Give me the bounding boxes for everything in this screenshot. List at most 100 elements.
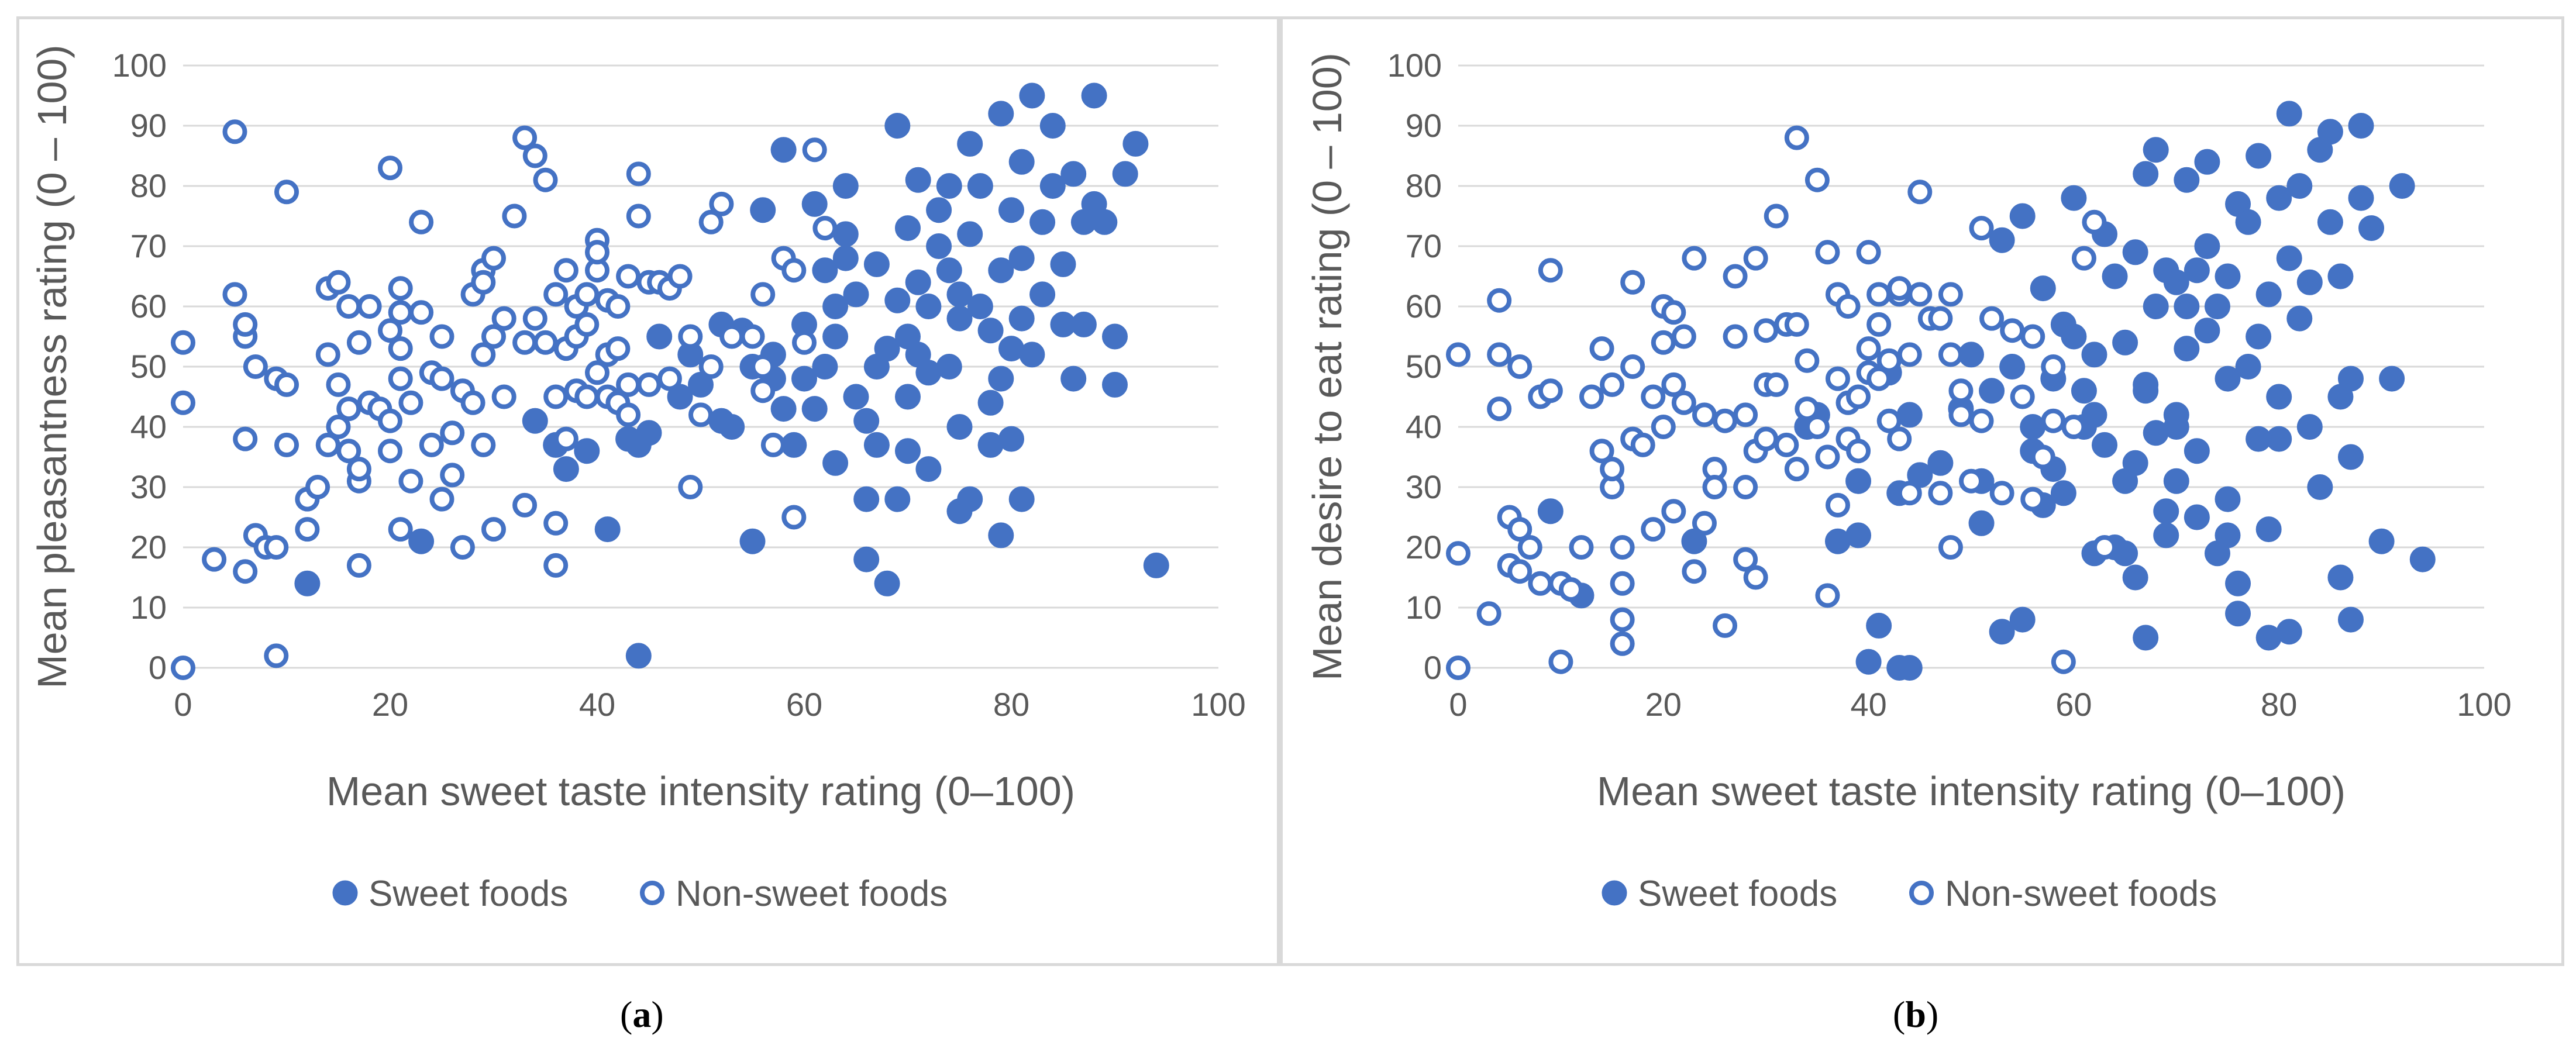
data-point-non-sweet [429, 324, 454, 349]
data-point-non-sweet [1846, 384, 1871, 409]
data-point-non-sweet [1651, 415, 1676, 439]
data-point-non-sweet [1876, 408, 1902, 433]
data-point-sweet [2225, 570, 2251, 596]
data-point-sweet [832, 173, 859, 199]
data-point-non-sweet [346, 457, 371, 482]
data-point-non-sweet [171, 390, 195, 415]
data-point-non-sweet [512, 125, 538, 150]
data-point-non-sweet [512, 492, 538, 518]
data-point-sweet [2215, 486, 2241, 512]
data-point-non-sweet [616, 264, 641, 289]
data-point-sweet [2327, 263, 2354, 289]
data-point-non-sweet [1702, 475, 1727, 499]
data-point-non-sweet [1558, 577, 1583, 602]
data-point-non-sweet [812, 216, 838, 241]
y-tick-label: 80 [1406, 167, 1442, 204]
data-point-sweet [822, 323, 849, 350]
data-point-sweet [2215, 365, 2241, 392]
data-point-non-sweet [1928, 481, 1953, 506]
data-point-non-sweet [1507, 354, 1532, 379]
data-point-non-sweet [1804, 167, 1830, 192]
data-point-non-sweet [274, 432, 299, 457]
data-point-sweet [1537, 498, 1563, 525]
data-point-non-sweet [409, 209, 434, 234]
data-point-non-sweet [2041, 408, 2066, 433]
data-point-sweet [2215, 522, 2241, 549]
data-point-sweet [719, 414, 745, 440]
data-point-sweet [2276, 619, 2302, 645]
data-point-non-sweet [1446, 342, 1470, 367]
data-point-non-sweet [1897, 342, 1922, 367]
data-point-non-sweet [2000, 318, 2025, 343]
legend-marker-non-sweet-b [1909, 881, 1934, 905]
data-point-non-sweet [750, 282, 776, 307]
data-point-sweet [863, 432, 890, 458]
data-point-non-sweet [1610, 607, 1635, 632]
x-tick-label: 60 [2055, 686, 2092, 723]
data-point-sweet [967, 173, 993, 199]
data-point-sweet [853, 408, 880, 434]
data-point-sweet [988, 257, 1014, 284]
data-point-sweet [2194, 318, 2220, 344]
data-point-non-sweet [1938, 282, 1963, 307]
data-point-non-sweet [264, 643, 289, 668]
data-point-non-sweet [1876, 348, 1902, 373]
x-tick-labels-b: 0 20 40 60 80 100 [1449, 686, 2511, 723]
data-point-sweet [2235, 209, 2261, 235]
data-point-sweet [957, 221, 983, 247]
y-tick-label: 0 [149, 649, 167, 686]
data-point-sweet [2337, 606, 2364, 633]
data-point-non-sweet [1630, 432, 1655, 457]
data-point-sweet [2122, 450, 2148, 476]
data-point-non-sweet [1795, 396, 1820, 422]
data-point-sweet [822, 294, 849, 319]
data-point-non-sweet [1856, 240, 1881, 265]
data-point-non-sweet [1969, 216, 1994, 241]
data-point-sweet [2255, 516, 2282, 543]
data-point-non-sweet [616, 402, 641, 427]
y-tick-label: 10 [1406, 589, 1442, 626]
data-point-non-sweet [419, 432, 444, 457]
data-point-non-sweet [1959, 468, 1983, 494]
data-point-sweet [1029, 209, 1056, 235]
data-point-non-sweet [698, 209, 724, 234]
data-point-sweet [905, 167, 931, 193]
data-point-sweet [936, 257, 962, 284]
data-point-non-sweet [274, 180, 299, 205]
data-point-non-sweet [388, 366, 413, 391]
y-tick-label: 20 [1406, 529, 1442, 565]
x-tick-label: 100 [1191, 686, 1245, 723]
data-point-non-sweet [326, 415, 351, 439]
x-tick-label: 80 [993, 686, 1029, 723]
data-point-non-sweet [709, 191, 734, 216]
data-point-non-sweet [346, 553, 371, 578]
y-tick-label: 70 [130, 227, 167, 264]
data-point-non-sweet [295, 517, 320, 542]
data-point-sweet [750, 197, 776, 223]
data-point-sweet [2009, 203, 2036, 229]
data-point-non-sweet [1620, 270, 1645, 295]
data-point-non-sweet [2010, 384, 2035, 409]
legend-label-non-sweet-b: Non-sweet foods [1945, 874, 2217, 914]
data-point-non-sweet [378, 318, 402, 343]
data-point-non-sweet [1507, 559, 1532, 584]
data-point-sweet [2184, 504, 2210, 530]
data-point-sweet [998, 197, 1024, 223]
data-point-non-sweet [171, 656, 195, 680]
y-tick-label: 50 [130, 348, 167, 385]
data-point-sweet [2133, 625, 2159, 651]
data-point-non-sweet [2030, 444, 2055, 470]
data-point-non-sweet [626, 203, 651, 229]
data-point-non-sweet [1835, 294, 1861, 319]
data-point-non-sweet [429, 366, 454, 391]
data-point-non-sweet [1507, 517, 1532, 542]
data-point-non-sweet [740, 324, 765, 349]
data-point-sweet [2337, 365, 2364, 392]
data-point-non-sweet [243, 354, 268, 379]
x-tick-label: 0 [174, 686, 192, 723]
data-point-non-sweet [574, 312, 600, 337]
data-point-non-sweet [1743, 565, 1768, 590]
data-point-sweet [1999, 354, 2026, 380]
data-point-non-sweet [471, 342, 496, 367]
data-point-non-sweet [1815, 240, 1840, 265]
